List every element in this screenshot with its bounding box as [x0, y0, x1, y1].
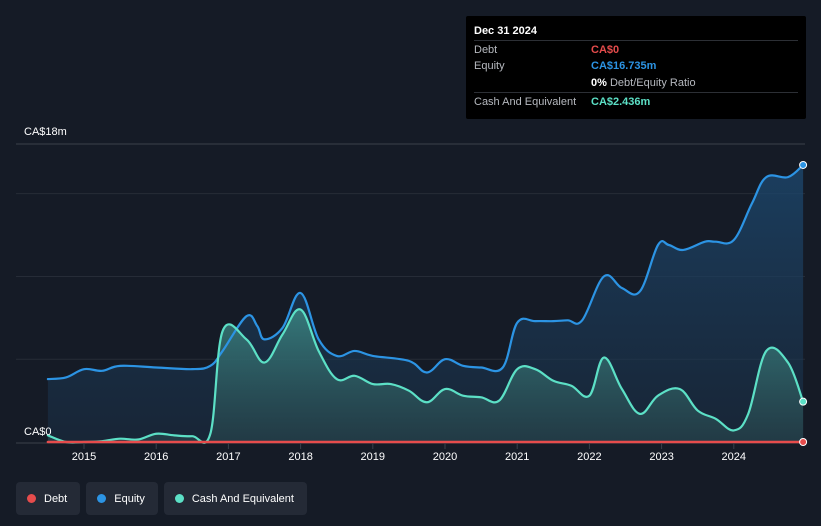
legend-item-debt[interactable]: Debt — [16, 482, 81, 515]
x-axis-ticks: 2015 2016 2017 2018 2019 2020 2021 2022 2023 2024 — [72, 443, 746, 463]
legend-item-equity[interactable]: Equity — [86, 482, 158, 515]
tooltip-debt-label: Debt — [474, 44, 498, 56]
x-tick-label: 2022 — [577, 451, 601, 463]
equity-line — [46, 163, 805, 381]
equity-end-marker[interactable] — [799, 160, 808, 169]
x-tick-label: 2017 — [216, 451, 240, 463]
tooltip-ratio: 0% Debt/Equity Ratio — [591, 77, 696, 89]
legend-item-cash[interactable]: Cash And Equivalent — [163, 482, 307, 515]
legend-debt-label: Debt — [44, 492, 68, 505]
cash-and-equivalent-area — [47, 309, 804, 443]
tooltip-ratio-label: Debt/Equity Ratio — [609, 77, 696, 89]
x-tick-label: 2023 — [649, 451, 673, 463]
cash-and-equivalent-end-marker[interactable] — [799, 397, 808, 406]
tooltip-row-equity: Equity CA$16.735m — [474, 57, 798, 74]
x-tick-label: 2018 — [288, 451, 312, 463]
legend-equity-label: Equity — [114, 492, 145, 505]
cash-and-equivalent-line — [46, 308, 805, 444]
tooltip-cash-label: Cash And Equivalent — [474, 96, 577, 108]
chart-legend: Debt Equity Cash And Equivalent — [16, 482, 307, 515]
x-tick-label: 2015 — [72, 451, 96, 463]
legend-cash-label: Cash And Equivalent — [191, 492, 294, 505]
y-axis-top-label: CA$18m — [24, 126, 67, 138]
y-axis-bottom-label: CA$0 — [24, 426, 52, 438]
x-tick-label: 2021 — [505, 451, 529, 463]
tooltip-equity-value: CA$16.735m — [591, 60, 657, 72]
x-tick-label: 2024 — [722, 451, 746, 463]
tooltip-row-cash: Cash And Equivalent CA$2.436m — [474, 92, 798, 110]
x-tick-label: 2020 — [433, 451, 457, 463]
series-lines — [46, 163, 805, 444]
tooltip-ratio-value: 0% — [591, 77, 607, 89]
x-tick-label: 2019 — [361, 451, 385, 463]
x-tick-label: 2016 — [144, 451, 168, 463]
debt-end-marker[interactable] — [799, 438, 808, 446]
tooltip-date: Dec 31 2024 — [474, 25, 537, 37]
series-end-markers — [799, 160, 808, 446]
tooltip-equity-label: Equity — [474, 60, 505, 72]
equity-dot-icon — [97, 494, 107, 503]
tooltip-cash-value: CA$2.436m — [591, 96, 651, 108]
tooltip-row-debt: Debt CA$0 — [474, 40, 798, 58]
data-tooltip: Dec 31 2024 Debt CA$0 Equity CA$16.735m … — [466, 16, 806, 119]
debt-dot-icon — [27, 494, 36, 503]
tooltip-debt-value: CA$0 — [591, 44, 620, 56]
cash-dot-icon — [174, 494, 184, 503]
